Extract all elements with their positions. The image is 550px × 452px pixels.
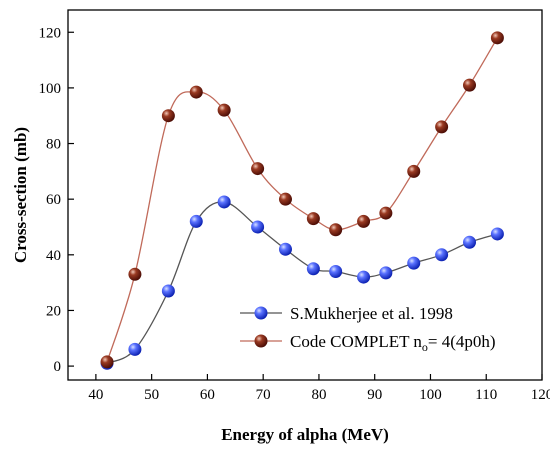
data-point-0 (379, 266, 393, 280)
legend-item-complet: Code COMPLET no= 4(4p0h) (240, 332, 496, 354)
data-point-1 (379, 206, 393, 220)
series-line-1 (106, 37, 498, 363)
y-tick-label: 0 (54, 359, 62, 375)
data-point-1 (357, 214, 371, 228)
data-point-0 (306, 262, 320, 276)
data-point-1 (251, 162, 265, 176)
legend-marker-mukherjee (254, 306, 268, 320)
y-tick-label: 100 (39, 81, 62, 97)
data-point-0 (463, 235, 477, 249)
y-tick-label: 60 (46, 192, 61, 208)
data-point-1 (490, 31, 504, 45)
data-point-0 (189, 214, 203, 228)
legend-item-mukherjee: S.Mukherjee et al. 1998 (240, 304, 453, 323)
legend-marker-complet (254, 334, 268, 348)
data-point-0 (161, 284, 175, 298)
y-axis-title: Cross-section (mb) (11, 127, 30, 263)
series-points (100, 31, 504, 370)
y-tick-label: 120 (39, 25, 62, 41)
x-axis-title: Energy of alpha (MeV) (221, 425, 389, 444)
y-tick-label: 20 (46, 303, 61, 319)
x-tick-label: 120 (531, 387, 550, 403)
data-point-0 (217, 195, 231, 209)
data-point-1 (189, 85, 203, 99)
data-point-0 (251, 220, 265, 234)
y-tick-label: 40 (46, 248, 61, 264)
x-tick-label: 90 (367, 387, 382, 403)
x-tick-label: 50 (144, 387, 159, 403)
legend-label-mukherjee: S.Mukherjee et al. 1998 (290, 304, 453, 323)
data-point-1 (329, 223, 343, 237)
legend-label-complet-sub: o (422, 340, 428, 354)
axis-ticks: 40 50 60 70 80 90 100 110 120 0 20 40 60 80 100 120 (39, 25, 550, 403)
data-point-0 (407, 256, 421, 270)
legend: S.Mukherjee et al. 1998 Code COMPLET no=… (236, 297, 530, 359)
legend-label-complet-suffix: = 4(4p0h) (428, 332, 496, 351)
data-point-1 (407, 164, 421, 178)
data-point-1 (306, 212, 320, 226)
x-tick-label: 60 (200, 387, 215, 403)
y-tick-label: 80 (46, 137, 61, 153)
data-point-1 (278, 192, 292, 206)
x-tick-label: 70 (256, 387, 271, 403)
legend-label-complet: Code COMPLET no= 4(4p0h) (290, 332, 496, 354)
data-point-1 (100, 355, 114, 369)
data-point-0 (278, 242, 292, 256)
data-point-0 (435, 248, 449, 262)
x-tick-label: 40 (88, 387, 103, 403)
data-point-1 (128, 267, 142, 281)
x-tick-label: 110 (475, 387, 497, 403)
data-point-0 (329, 265, 343, 279)
data-point-0 (357, 270, 371, 284)
x-tick-label: 100 (419, 387, 442, 403)
plot-frame (67, 9, 543, 381)
data-point-0 (490, 227, 504, 241)
data-point-0 (128, 342, 142, 356)
x-tick-label: 80 (311, 387, 326, 403)
data-point-1 (435, 120, 449, 134)
data-point-1 (161, 109, 175, 123)
data-point-1 (463, 78, 477, 92)
legend-label-complet-main: Code COMPLET n (290, 332, 422, 351)
data-point-1 (217, 103, 231, 117)
